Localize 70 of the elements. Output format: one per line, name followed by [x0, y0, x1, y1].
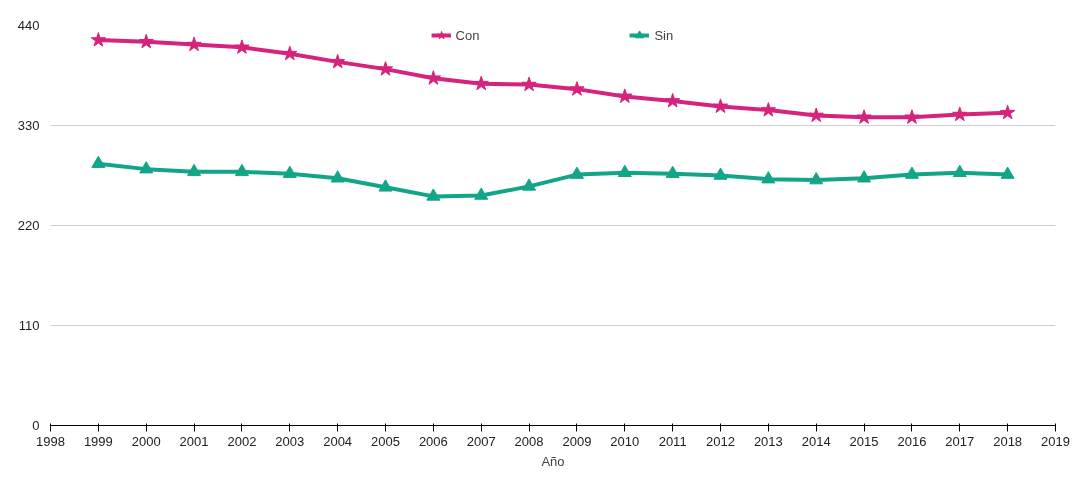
point	[569, 166, 584, 179]
point	[282, 165, 297, 178]
point	[187, 163, 202, 177]
point	[856, 109, 872, 124]
point	[425, 70, 441, 85]
point	[569, 81, 585, 96]
point	[809, 172, 824, 185]
point	[713, 167, 728, 180]
x-tick-label: 2002	[227, 433, 257, 449]
point	[139, 161, 154, 174]
point	[712, 98, 729, 113]
x-tick-label: 2015	[849, 433, 879, 449]
point	[1000, 166, 1015, 179]
point	[426, 188, 441, 201]
point	[282, 45, 298, 61]
x-tick-label: 2000	[131, 433, 161, 449]
legend-label: Con	[455, 27, 480, 43]
point	[521, 76, 537, 92]
x-tick-label: 2001	[179, 433, 209, 449]
point	[904, 109, 920, 124]
x-tick-label: 2007	[466, 433, 496, 449]
point	[330, 53, 346, 69]
y-tick-label: 440	[17, 18, 40, 33]
x-tick-label: 2010	[610, 433, 640, 449]
point	[761, 171, 776, 184]
point	[617, 164, 632, 178]
point	[522, 178, 537, 191]
x-tick-label: 2016	[897, 433, 927, 449]
x-tick-label: 2004	[323, 433, 353, 449]
x-tick-label: 2008	[514, 433, 544, 449]
x-tick-label: 2006	[418, 433, 448, 449]
point	[377, 61, 394, 76]
x-tick-label: 2005	[371, 433, 400, 449]
x-tick-label: 2017	[945, 433, 975, 449]
point	[234, 163, 249, 177]
y-tick-label: 330	[17, 118, 40, 133]
point	[857, 170, 872, 183]
point	[904, 166, 919, 179]
point	[91, 155, 106, 168]
x-tick-label: 2011	[658, 433, 687, 449]
x-axis-title: Año	[541, 453, 565, 469]
point	[90, 32, 106, 47]
x-tick-label: 1999	[83, 433, 113, 449]
x-tick-label: 2019	[1041, 433, 1070, 449]
x-tick-label: 2009	[562, 433, 592, 449]
point	[473, 75, 489, 91]
point	[760, 102, 776, 117]
point	[474, 187, 489, 200]
x-tick-label: 2018	[993, 433, 1023, 449]
x-tick-label: 2014	[801, 433, 831, 449]
point	[1000, 104, 1016, 120]
point	[617, 88, 633, 103]
point	[808, 107, 824, 123]
point	[378, 179, 393, 192]
y-tick-label: 220	[17, 218, 40, 233]
point	[665, 92, 681, 108]
y-tick-label: 110	[18, 318, 40, 333]
point	[952, 164, 967, 178]
legend-label: Sin	[654, 27, 675, 43]
point	[138, 33, 154, 49]
point	[330, 170, 345, 183]
point	[952, 106, 968, 122]
x-tick-label: 2013	[753, 433, 783, 449]
y-tick-label: 0	[32, 418, 40, 433]
x-tick-label: 1998	[36, 433, 65, 449]
x-tick-label: 2012	[706, 433, 735, 449]
x-tick-label: 2003	[275, 433, 305, 449]
point	[234, 39, 250, 54]
point	[665, 165, 680, 178]
point	[186, 36, 202, 52]
